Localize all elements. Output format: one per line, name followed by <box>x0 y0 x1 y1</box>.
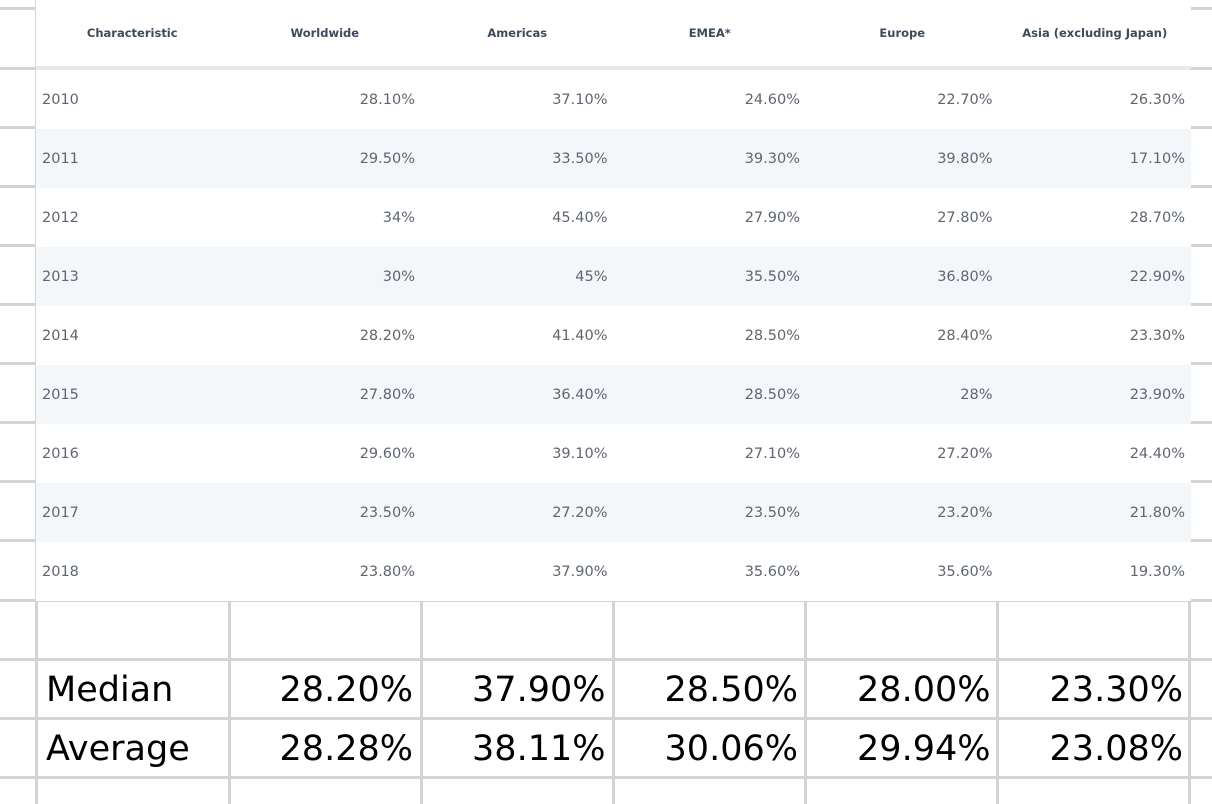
table-cell-worldwide[interactable]: 29.60% <box>359 445 415 462</box>
table-cell-year[interactable]: 2016 <box>42 445 79 462</box>
table-cell-asia[interactable]: 19.30% <box>1129 563 1185 580</box>
table-cell-americas[interactable]: 41.40% <box>552 327 608 344</box>
table-cell-europe[interactable]: 28.40% <box>937 327 993 344</box>
table-row: 2015 27.80% 36.40% 28.50% 28% 23.90% <box>36 365 1191 424</box>
table-cell-worldwide[interactable]: 28.10% <box>359 91 415 108</box>
table-cell-emea[interactable]: 35.60% <box>744 563 800 580</box>
table-cell-year[interactable]: 2017 <box>42 504 79 521</box>
table-cell-year[interactable]: 2012 <box>42 209 79 226</box>
grid-row-line <box>0 776 1212 779</box>
average-europe[interactable]: 29.94% <box>857 729 991 769</box>
table-cell-emea[interactable]: 39.30% <box>744 150 800 167</box>
table-row: 2016 29.60% 39.10% 27.10% 27.20% 24.40% <box>36 424 1191 483</box>
header-europe[interactable]: Europe <box>879 26 926 40</box>
table-cell-europe[interactable]: 36.80% <box>937 268 993 285</box>
grid-row-line <box>0 717 1212 720</box>
table-cell-year[interactable]: 2010 <box>42 91 79 108</box>
median-label[interactable]: Median <box>46 670 174 710</box>
table-cell-europe[interactable]: 39.80% <box>937 150 993 167</box>
pasted-data-table[interactable]: Characteristic Worldwide Americas EMEA* … <box>36 0 1191 601</box>
median-europe[interactable]: 28.00% <box>857 670 991 710</box>
table-cell-worldwide[interactable]: 34% <box>382 209 415 226</box>
table-cell-worldwide[interactable]: 27.80% <box>359 386 415 403</box>
average-emea[interactable]: 30.06% <box>664 729 798 769</box>
table-row: 2011 29.50% 33.50% 39.30% 39.80% 17.10% <box>36 129 1191 188</box>
table-cell-year[interactable]: 2018 <box>42 563 79 580</box>
header-emea[interactable]: EMEA* <box>688 26 731 40</box>
table-row: 2012 34% 45.40% 27.90% 27.80% 28.70% <box>36 188 1191 247</box>
table-cell-europe[interactable]: 27.20% <box>937 445 993 462</box>
table-cell-year[interactable]: 2013 <box>42 268 79 285</box>
table-cell-asia[interactable]: 23.90% <box>1129 386 1185 403</box>
table-cell-americas[interactable]: 39.10% <box>552 445 608 462</box>
table-cell-europe[interactable]: 35.60% <box>937 563 993 580</box>
table-cell-worldwide[interactable]: 23.80% <box>359 563 415 580</box>
header-characteristic[interactable]: Characteristic <box>86 26 178 40</box>
table-cell-americas[interactable]: 33.50% <box>552 150 608 167</box>
table-cell-worldwide[interactable]: 28.20% <box>359 327 415 344</box>
table-cell-worldwide[interactable]: 23.50% <box>359 504 415 521</box>
table-row: 2010 28.10% 37.10% 24.60% 22.70% 26.30% <box>36 70 1191 129</box>
table-cell-europe[interactable]: 22.70% <box>937 91 993 108</box>
table-cell-emea[interactable]: 27.10% <box>744 445 800 462</box>
table-cell-year[interactable]: 2015 <box>42 386 79 403</box>
table-row: 2014 28.20% 41.40% 28.50% 28.40% 23.30% <box>36 306 1191 365</box>
grid-row-line <box>0 658 1212 661</box>
table-cell-europe[interactable]: 23.20% <box>937 504 993 521</box>
table-header-row: Characteristic Worldwide Americas EMEA* … <box>36 0 1191 70</box>
table-cell-worldwide[interactable]: 29.50% <box>359 150 415 167</box>
average-asia[interactable]: 23.08% <box>1049 729 1183 769</box>
table-cell-worldwide[interactable]: 30% <box>382 268 415 285</box>
table-cell-emea[interactable]: 28.50% <box>744 327 800 344</box>
table-cell-emea[interactable]: 23.50% <box>744 504 800 521</box>
table-row: 2018 23.80% 37.90% 35.60% 35.60% 19.30% <box>36 542 1191 601</box>
table-cell-emea[interactable]: 35.50% <box>744 268 800 285</box>
table-cell-asia[interactable]: 22.90% <box>1129 268 1185 285</box>
median-asia[interactable]: 23.30% <box>1049 670 1183 710</box>
table-cell-asia[interactable]: 24.40% <box>1129 445 1185 462</box>
median-worldwide[interactable]: 28.20% <box>279 670 413 710</box>
table-cell-asia[interactable]: 23.30% <box>1129 327 1185 344</box>
header-asia[interactable]: Asia (excluding Japan) <box>1022 26 1168 40</box>
header-americas[interactable]: Americas <box>487 26 548 40</box>
table-row: 2017 23.50% 27.20% 23.50% 23.20% 21.80% <box>36 483 1191 542</box>
average-worldwide[interactable]: 28.28% <box>279 729 413 769</box>
table-body: 2010 28.10% 37.10% 24.60% 22.70% 26.30% 2011 29… <box>36 70 1191 601</box>
table-cell-europe[interactable]: 28% <box>960 386 993 403</box>
table-cell-emea[interactable]: 28.50% <box>744 386 800 403</box>
table-cell-year[interactable]: 2011 <box>42 150 79 167</box>
table-row: 2013 30% 45% 35.50% 36.80% 22.90% <box>36 247 1191 306</box>
median-americas[interactable]: 37.90% <box>472 670 606 710</box>
table-cell-americas[interactable]: 37.90% <box>552 563 608 580</box>
table-cell-americas[interactable]: 36.40% <box>552 386 608 403</box>
table-cell-americas[interactable]: 45.40% <box>552 209 608 226</box>
table-cell-asia[interactable]: 17.10% <box>1129 150 1185 167</box>
median-emea[interactable]: 28.50% <box>664 670 798 710</box>
table-cell-year[interactable]: 2014 <box>42 327 79 344</box>
table-cell-americas[interactable]: 27.20% <box>552 504 608 521</box>
table-cell-asia[interactable]: 21.80% <box>1129 504 1185 521</box>
table-cell-emea[interactable]: 27.90% <box>744 209 800 226</box>
table-cell-americas[interactable]: 45% <box>575 268 608 285</box>
table-cell-americas[interactable]: 37.10% <box>552 91 608 108</box>
average-label[interactable]: Average <box>46 729 190 769</box>
table-cell-emea[interactable]: 24.60% <box>744 91 800 108</box>
median-row: Median 28.20% 37.90% 28.50% 28.00% 23.30… <box>36 661 1191 719</box>
table-cell-asia[interactable]: 26.30% <box>1129 91 1185 108</box>
table-cell-europe[interactable]: 27.80% <box>937 209 993 226</box>
average-row: Average 28.28% 38.11% 30.06% 29.94% 23.0… <box>36 720 1191 778</box>
header-worldwide[interactable]: Worldwide <box>290 26 360 40</box>
average-americas[interactable]: 38.11% <box>472 729 606 769</box>
table-cell-asia[interactable]: 28.70% <box>1129 209 1185 226</box>
